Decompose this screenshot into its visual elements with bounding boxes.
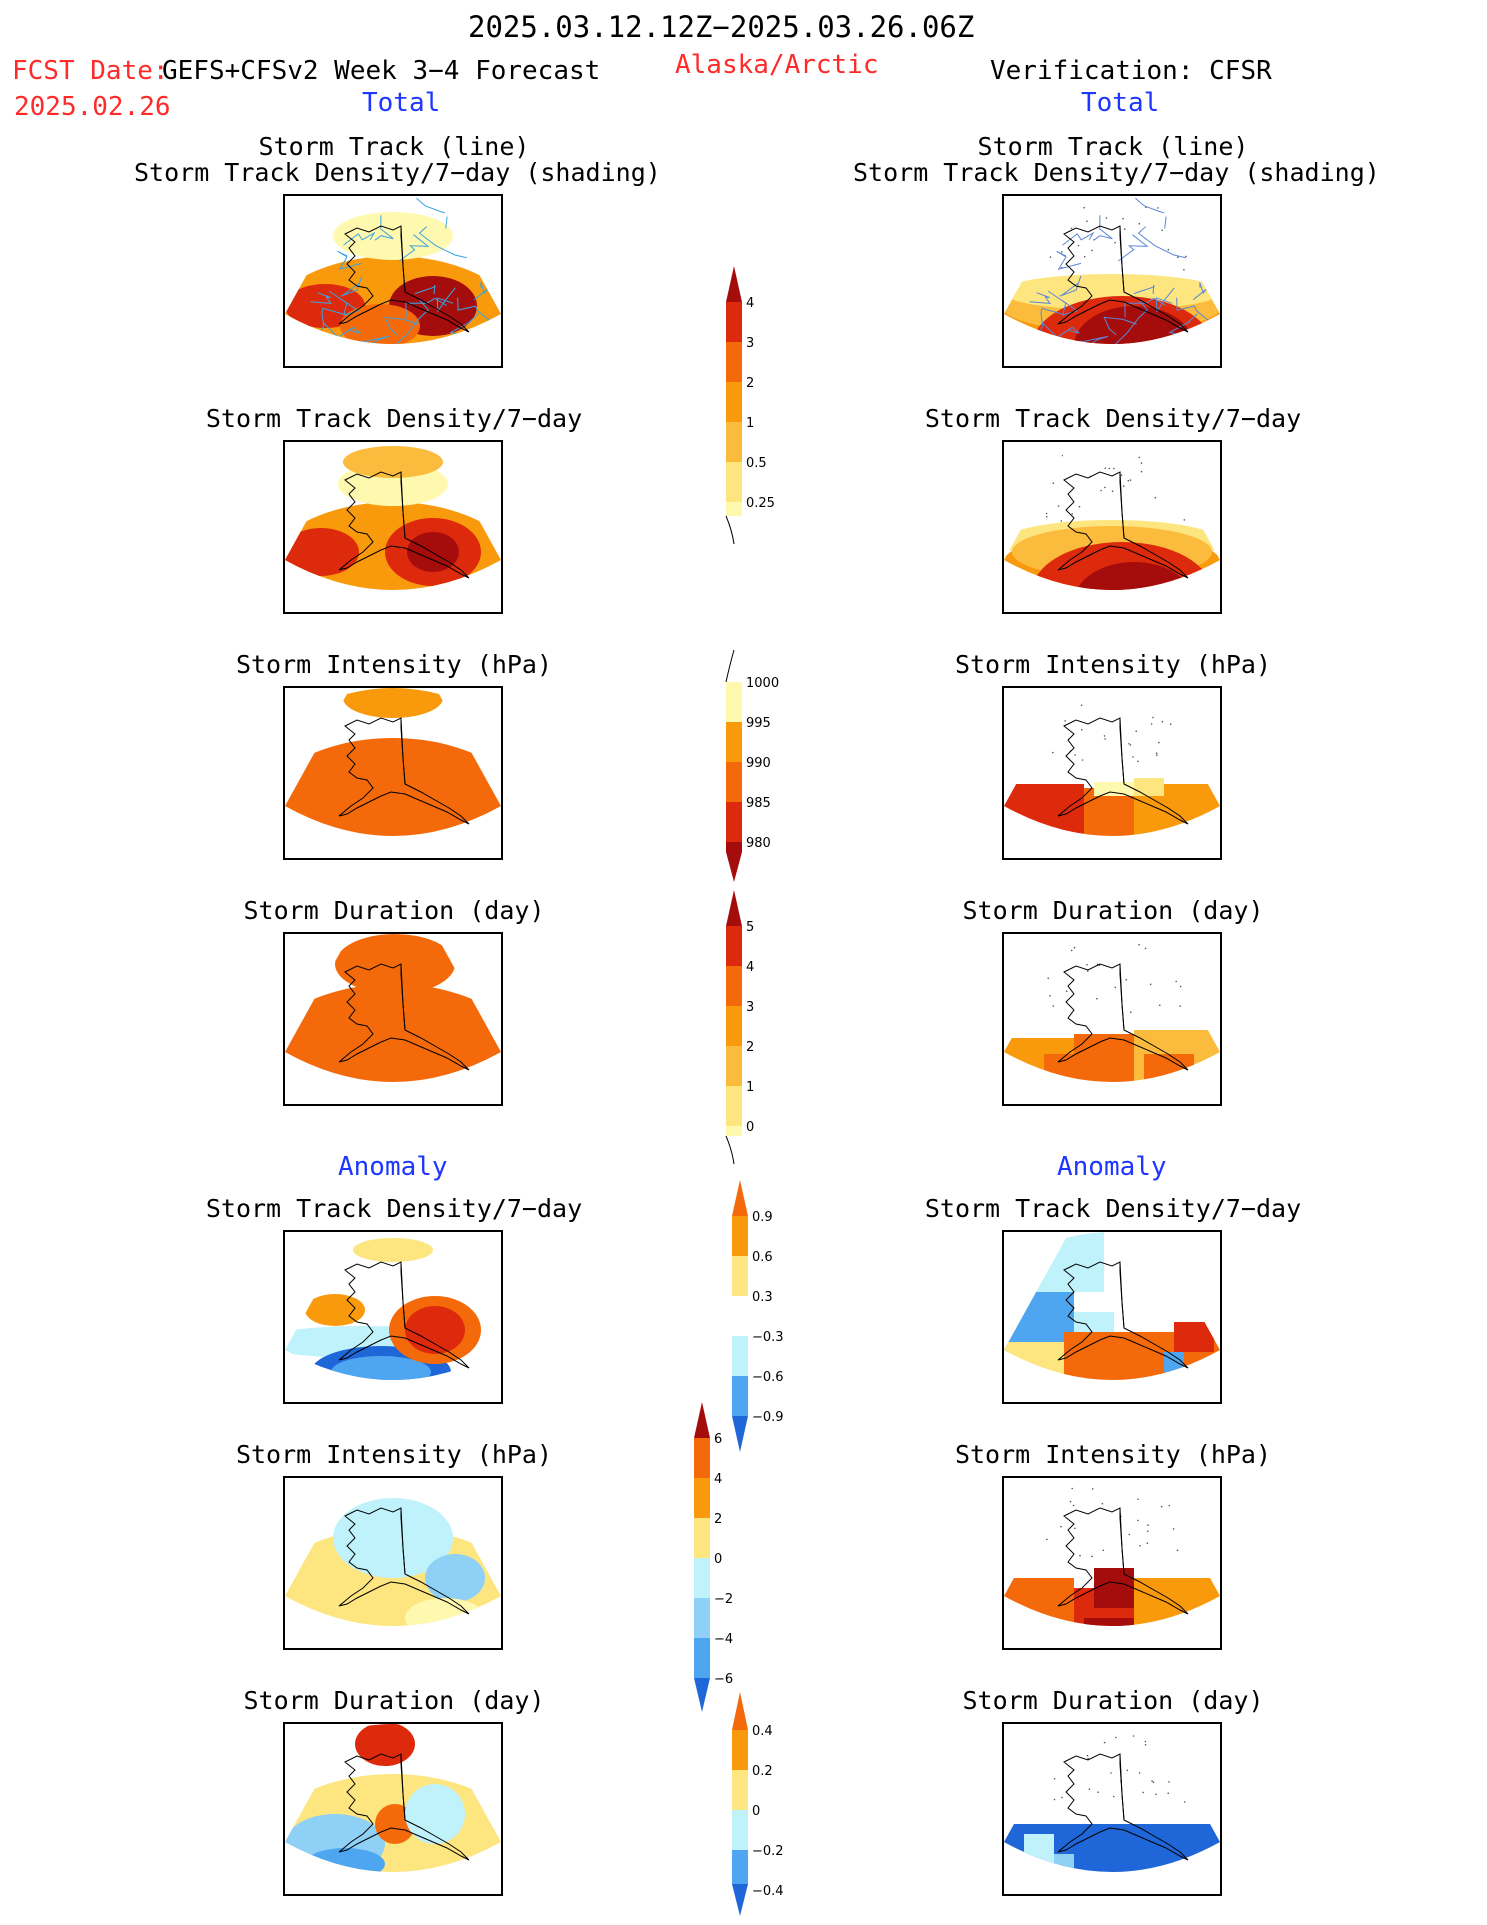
cb-density-anom-label: −0.3 <box>752 1330 784 1345</box>
cb-density-label: 4 <box>746 296 754 311</box>
title-track-line-right: Storm Track (line) <box>977 132 1249 161</box>
map-intensity-anom-forecast <box>283 1476 503 1650</box>
cb-intensity-anom-label: 4 <box>714 1472 722 1487</box>
cb-duration-label: 4 <box>746 960 754 975</box>
cb-duration-anom-label: −0.2 <box>752 1844 784 1859</box>
map-track-forecast <box>283 194 503 368</box>
colorbar-duration-anom: 0.4 0.2 0 −0.2 −0.4 <box>732 1692 784 1916</box>
colorbar-density-total: 4 3 2 1 0.5 0.25 <box>725 266 775 545</box>
cb-density-label: 2 <box>746 376 754 391</box>
cb-duration-anom-label: 0.4 <box>752 1724 773 1739</box>
map-density-forecast <box>283 440 503 614</box>
cb-duration-anom-label: 0.2 <box>752 1764 773 1779</box>
cb-density-label: 1 <box>746 416 754 431</box>
map-intensity-anom-verif <box>1002 1476 1222 1650</box>
region-label: Alaska/Arctic <box>675 50 879 80</box>
cb-density-label: 0.5 <box>746 456 767 471</box>
cb-intensity-label: 985 <box>746 796 771 811</box>
cb-density-anom-label: −0.6 <box>752 1370 784 1385</box>
total-label-left: Total <box>362 88 441 118</box>
title-intensity-anom-left: Storm Intensity (hPa) <box>235 1440 553 1469</box>
verification-label: Verification: CFSR <box>990 56 1272 86</box>
colorbar-intensity-total: 1000 995 990 985 980 <box>725 649 779 882</box>
title-density-anom-right: Storm Track Density/7−day <box>924 1194 1302 1223</box>
anomaly-label-left: Anomaly <box>338 1152 448 1182</box>
cb-density-label: 0.25 <box>746 496 775 511</box>
cb-duration-label: 2 <box>746 1040 754 1055</box>
title-duration-anom-left: Storm Duration (day) <box>243 1686 545 1715</box>
map-duration-forecast <box>283 932 503 1106</box>
title-duration-anom-right: Storm Duration (day) <box>962 1686 1264 1715</box>
colorbar-intensity-anom: 6 4 2 0 −2 −4 −6 <box>694 1402 733 1712</box>
title-density-right: Storm Track Density/7−day <box>924 404 1302 433</box>
cb-intensity-label: 980 <box>746 836 771 851</box>
fcst-date: 2025.02.26 <box>14 92 171 122</box>
title-track-shading-left: Storm Track Density/7−day (shading) <box>134 158 661 187</box>
title-density-left: Storm Track Density/7−day <box>205 404 583 433</box>
cb-intensity-anom-label: 6 <box>714 1432 722 1447</box>
cb-density-anom-label: −0.9 <box>752 1410 784 1425</box>
title-intensity-right: Storm Intensity (hPa) <box>954 650 1272 679</box>
cb-intensity-label: 1000 <box>746 676 779 691</box>
title-track-shading-right: Storm Track Density/7−day (shading) <box>853 158 1380 187</box>
forecast-period: 2025.03.12.12Z−2025.03.26.06Z <box>468 10 975 44</box>
colorbar-duration-total: 5 4 3 2 1 0 <box>725 890 754 1165</box>
map-intensity-verif <box>1002 686 1222 860</box>
title-intensity-left: Storm Intensity (hPa) <box>235 650 553 679</box>
cb-density-label: 3 <box>746 336 754 351</box>
map-track-verif <box>1002 194 1222 368</box>
map-density-verif <box>1002 440 1222 614</box>
title-density-anom-left: Storm Track Density/7−day <box>205 1194 583 1223</box>
map-intensity-forecast <box>283 686 503 860</box>
cb-duration-anom-label: 0 <box>752 1804 760 1819</box>
title-track-line-left: Storm Track (line) <box>258 132 530 161</box>
cb-intensity-label: 990 <box>746 756 771 771</box>
model-label: GEFS+CFSv2 Week 3−4 Forecast <box>162 56 601 86</box>
cb-duration-label: 0 <box>746 1120 754 1135</box>
cb-duration-label: 5 <box>746 920 754 935</box>
title-duration-left: Storm Duration (day) <box>243 896 545 925</box>
cb-intensity-label: 995 <box>746 716 771 731</box>
title-intensity-anom-right: Storm Intensity (hPa) <box>954 1440 1272 1469</box>
title-duration-right: Storm Duration (day) <box>962 896 1264 925</box>
anomaly-label-right: Anomaly <box>1057 1152 1167 1182</box>
map-duration-anom-forecast <box>283 1722 503 1896</box>
total-label-right: Total <box>1081 88 1160 118</box>
cb-density-anom-label: 0.3 <box>752 1290 773 1305</box>
map-duration-verif <box>1002 932 1222 1106</box>
map-density-anom-verif <box>1002 1230 1222 1404</box>
cb-duration-anom-label: −0.4 <box>752 1884 784 1899</box>
cb-intensity-anom-label: 0 <box>714 1552 722 1567</box>
map-density-anom-forecast <box>283 1230 503 1404</box>
cb-intensity-anom-label: −6 <box>714 1672 733 1687</box>
cb-duration-label: 3 <box>746 1000 754 1015</box>
cb-intensity-anom-label: 2 <box>714 1512 722 1527</box>
cb-intensity-anom-label: −4 <box>714 1632 733 1647</box>
map-duration-anom-verif <box>1002 1722 1222 1896</box>
cb-intensity-anom-label: −2 <box>714 1592 733 1607</box>
cb-density-anom-label: 0.9 <box>752 1210 773 1225</box>
colorbar-density-anom: 0.9 0.6 0.3 −0.3 −0.6 −0.9 <box>732 1180 784 1452</box>
cb-duration-label: 1 <box>746 1080 754 1095</box>
cb-density-anom-label: 0.6 <box>752 1250 773 1265</box>
fcst-date-label: FCST Date: <box>12 56 169 86</box>
